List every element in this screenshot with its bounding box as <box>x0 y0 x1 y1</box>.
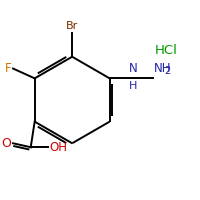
Text: NH: NH <box>154 62 171 75</box>
Text: O: O <box>1 137 11 150</box>
Text: N: N <box>129 62 138 75</box>
Text: H: H <box>129 81 137 91</box>
Text: HCl: HCl <box>155 44 178 57</box>
Text: OH: OH <box>49 141 67 154</box>
Text: F: F <box>4 62 11 75</box>
Text: Br: Br <box>66 21 78 31</box>
Text: 2: 2 <box>165 66 171 76</box>
